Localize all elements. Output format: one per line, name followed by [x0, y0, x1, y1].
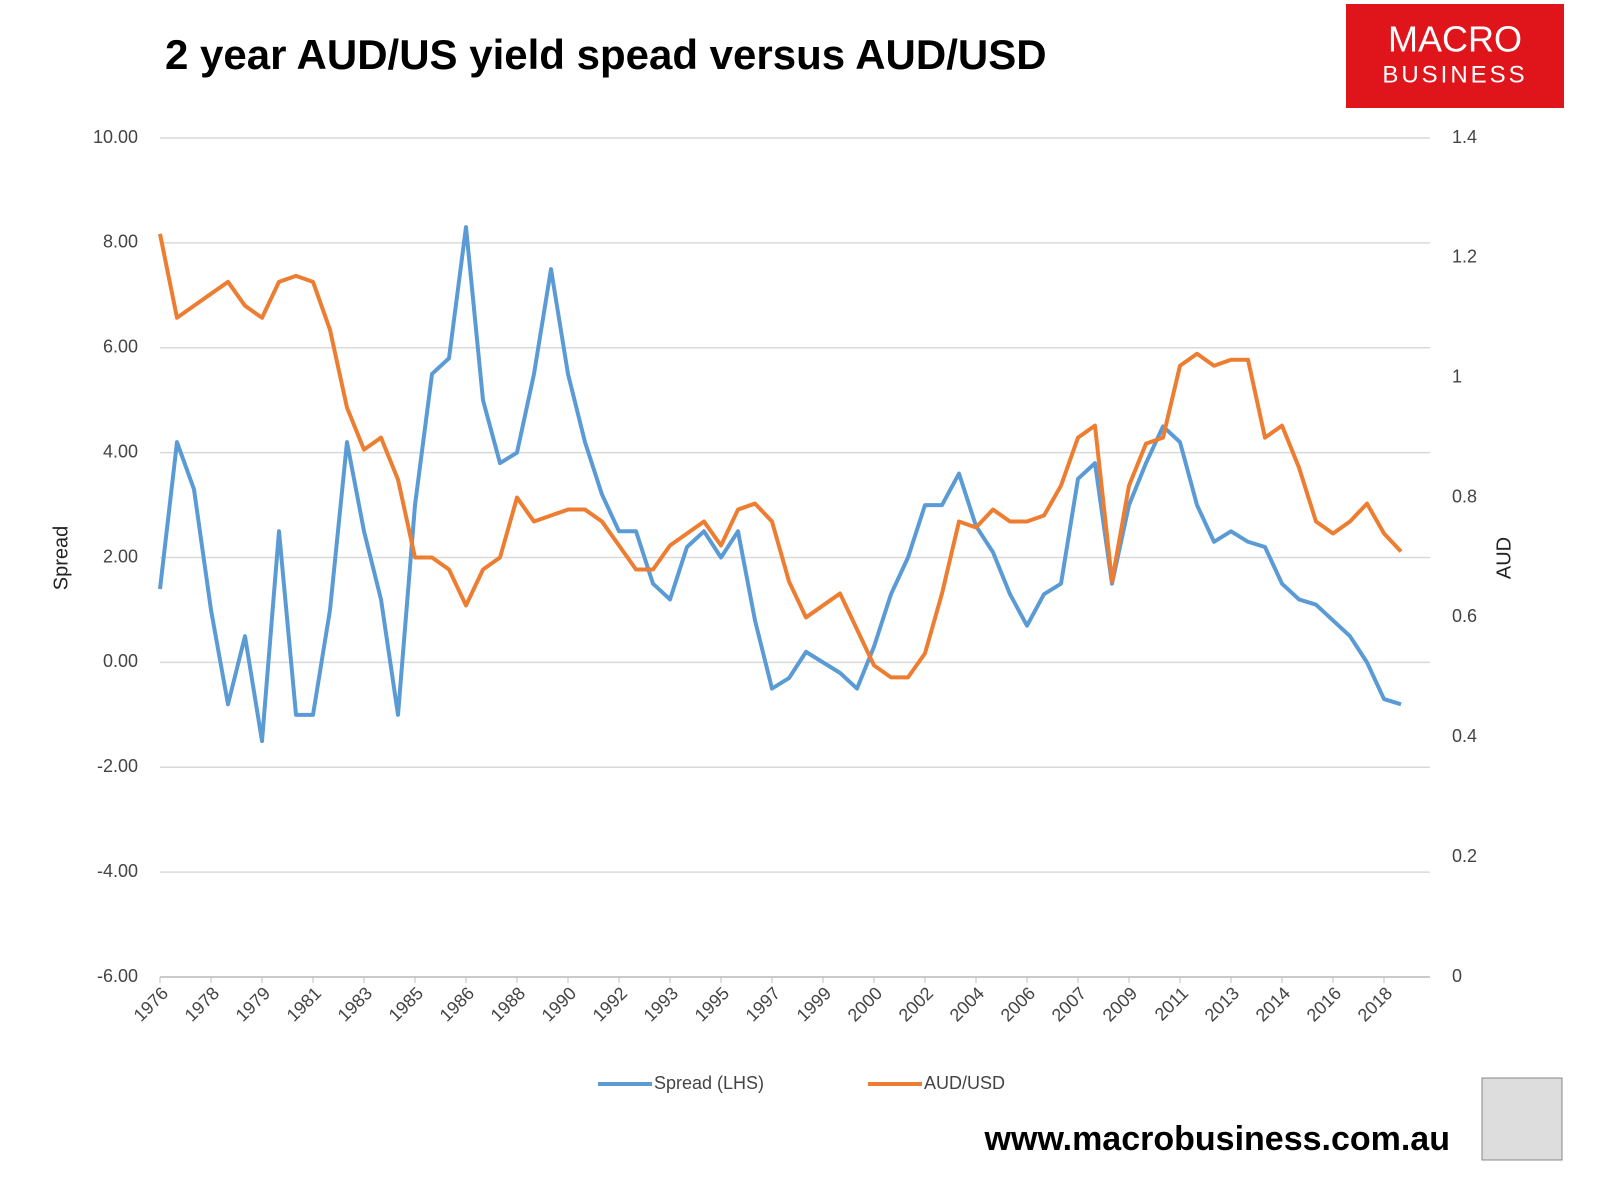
logo-text: MACRO — [1388, 19, 1522, 60]
chart-title: 2 year AUD/US yield spead versus AUD/USD — [165, 31, 1047, 78]
x-tick-label: 2000 — [844, 983, 886, 1025]
y2-tick-label: 1.4 — [1452, 127, 1477, 147]
x-tick-label: 1976 — [130, 983, 172, 1025]
y-tick-label: 0.00 — [103, 651, 138, 671]
x-tick-label: 2016 — [1303, 983, 1345, 1025]
x-tick-label: 1995 — [691, 983, 733, 1025]
x-tick-label: 1986 — [436, 983, 478, 1025]
y2-tick-label: 0.6 — [1452, 606, 1477, 626]
x-tick-label: 2011 — [1151, 983, 1193, 1025]
y-tick-label: -6.00 — [97, 966, 138, 986]
x-tick-label: 1981 — [283, 983, 325, 1025]
x-tick-label: 1983 — [334, 983, 376, 1025]
y-tick-label: -4.00 — [97, 861, 138, 881]
x-tick-label: 2009 — [1099, 983, 1141, 1025]
footer-url: www.macrobusiness.com.au — [984, 1120, 1450, 1158]
legend-label: Spread (LHS) — [654, 1073, 764, 1093]
x-tick-label: 1979 — [232, 983, 274, 1025]
x-tick-label: 2006 — [997, 983, 1039, 1025]
legend-label: AUD/USD — [924, 1073, 1005, 1093]
logo-image — [1481, 1077, 1563, 1161]
x-tick-label: 1993 — [640, 983, 682, 1025]
x-tick-label: 2018 — [1354, 983, 1396, 1025]
y-tick-label: 8.00 — [103, 232, 138, 252]
y2-tick-label: 1 — [1452, 366, 1462, 386]
x-tick-label: 1985 — [385, 983, 427, 1025]
y2-tick-label: 0.4 — [1452, 726, 1477, 746]
x-tick-label: 2013 — [1201, 983, 1243, 1025]
x-tick-label: 1999 — [793, 983, 835, 1025]
x-tick-label: 2002 — [895, 983, 937, 1025]
y-axis-label: Spread — [50, 526, 72, 591]
logo-box — [1346, 4, 1564, 108]
x-tick-label: 2014 — [1252, 983, 1294, 1025]
y2-axis-label: AUD — [1493, 537, 1515, 579]
x-tick-label: 2004 — [946, 983, 988, 1025]
logo-text: BUSINESS — [1382, 61, 1527, 88]
y2-tick-label: 0.8 — [1452, 486, 1477, 506]
x-tick-label: 1978 — [181, 983, 223, 1025]
x-tick-label: 1988 — [487, 983, 529, 1025]
y-tick-label: 4.00 — [103, 441, 138, 461]
line-series — [158, 233, 1403, 680]
y-tick-label: 6.00 — [103, 337, 138, 357]
line-series — [158, 225, 1402, 744]
y-tick-label: 10.00 — [93, 127, 138, 147]
y-tick-label: 2.00 — [103, 546, 138, 566]
x-tick-label: 1992 — [589, 983, 631, 1025]
x-tick-label: 1990 — [538, 983, 580, 1025]
x-tick-label: 2007 — [1048, 983, 1090, 1025]
y2-tick-label: 1.2 — [1452, 247, 1477, 267]
x-tick-label: 1997 — [742, 983, 784, 1025]
y2-tick-label: 0 — [1452, 966, 1462, 986]
y-tick-label: -2.00 — [97, 756, 138, 776]
y2-tick-label: 0.2 — [1452, 846, 1477, 866]
